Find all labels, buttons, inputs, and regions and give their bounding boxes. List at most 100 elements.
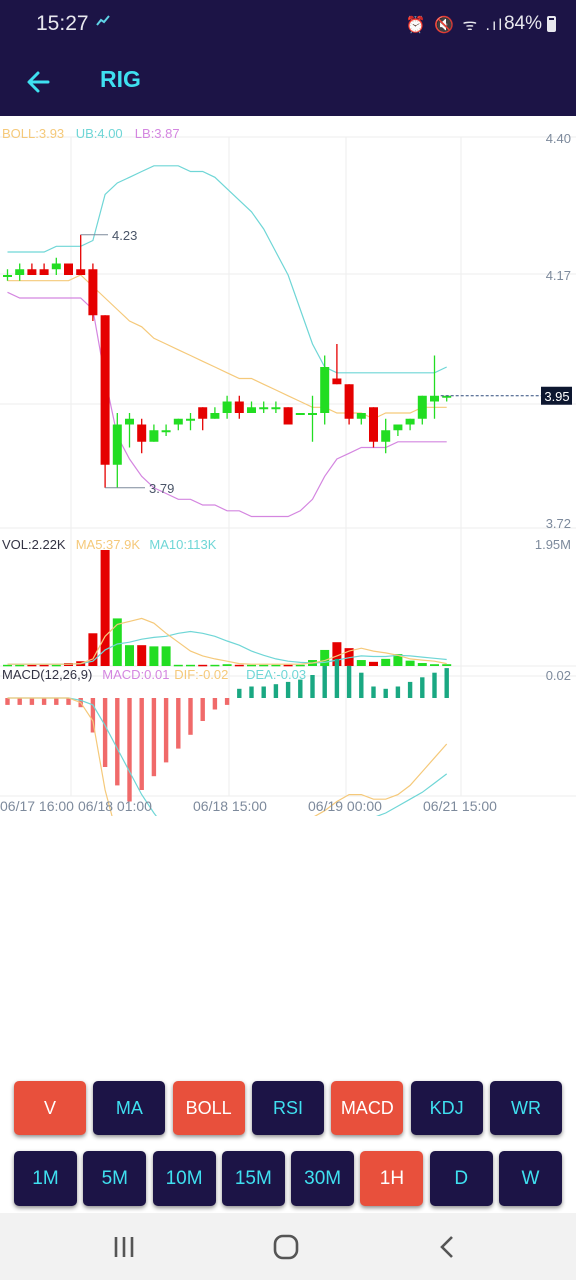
macd-histogram-bar bbox=[139, 698, 144, 790]
indicator-button-kdj[interactable]: KDJ bbox=[410, 1081, 483, 1135]
period-button-15m[interactable]: 15M bbox=[221, 1151, 285, 1206]
macd-histogram-bar bbox=[444, 668, 449, 698]
candle-body bbox=[332, 378, 342, 385]
arrow-left-icon bbox=[27, 71, 50, 93]
volume-bar bbox=[259, 664, 269, 667]
candle-body bbox=[222, 401, 232, 413]
macd-histogram-bar bbox=[200, 698, 205, 721]
period-button-10m[interactable]: 10M bbox=[152, 1151, 216, 1206]
nav-back-button[interactable] bbox=[428, 1229, 468, 1265]
macd-histogram-bar bbox=[285, 681, 291, 698]
macd-histogram-bar bbox=[371, 686, 376, 698]
period-button-1m[interactable]: 1M bbox=[14, 1151, 77, 1206]
macd-histogram-bar bbox=[102, 698, 108, 767]
volume-bar bbox=[15, 664, 25, 667]
candle-body bbox=[210, 413, 220, 419]
candle-body bbox=[27, 269, 37, 275]
candle-body bbox=[51, 263, 61, 270]
price-axis-label: 4.40 bbox=[546, 131, 571, 146]
macd-histogram-bar bbox=[310, 675, 315, 698]
candle-body bbox=[125, 418, 134, 425]
period-button-d[interactable]: D bbox=[429, 1151, 493, 1206]
volume-bar bbox=[125, 645, 134, 666]
macd-histogram-bar bbox=[346, 665, 352, 698]
boll-legend-item: BOLL:3.93 bbox=[2, 126, 64, 141]
time-axis-label: 06/19 00:00 bbox=[308, 798, 382, 814]
macd-dif-line bbox=[7, 697, 448, 816]
macd-panel: MACD(12,26,9) MACD:0.01 DIF:-0.02 DEA:-0.03 bbox=[2, 658, 449, 816]
candle-body bbox=[39, 269, 49, 275]
volume-bar bbox=[161, 646, 171, 666]
back-button[interactable] bbox=[20, 62, 60, 102]
period-button-w[interactable]: W bbox=[498, 1151, 562, 1206]
macd-histogram-bar bbox=[322, 665, 327, 698]
status-icons: ⏰ 🔇 ᯤ .ıl bbox=[405, 17, 504, 34]
macd-histogram-bar bbox=[41, 698, 47, 705]
macd-histogram-bar bbox=[5, 698, 10, 705]
volume-bar bbox=[173, 664, 183, 667]
macd-dea-line bbox=[7, 697, 448, 816]
volume-panel: VOL:2.22K MA5:37.9K MA10:113K 1.95M 0.02 bbox=[2, 537, 571, 683]
macd-histogram-bar bbox=[407, 681, 413, 698]
macd-histogram-bar bbox=[359, 672, 364, 698]
home-icon bbox=[273, 1234, 299, 1260]
recent-apps-button[interactable] bbox=[104, 1229, 144, 1265]
candle-body bbox=[295, 413, 305, 415]
vol-legend-item: MA10:113K bbox=[149, 537, 216, 552]
last-price-label: 3.95 bbox=[544, 389, 569, 404]
volume-bar bbox=[149, 646, 159, 666]
macd-histogram-bar bbox=[90, 698, 96, 733]
candle-body bbox=[271, 407, 281, 410]
volume-bar bbox=[344, 648, 354, 666]
battery-icon bbox=[547, 16, 556, 32]
indicator-button-rsi[interactable]: RSI bbox=[251, 1081, 324, 1135]
macd-histogram-bar bbox=[420, 677, 425, 698]
time-axis-label: 06/17 16:00 bbox=[0, 798, 74, 814]
last-price-tag bbox=[541, 386, 572, 405]
stock-chart[interactable]: BOLL:3.93 UB:4.00 LB:3.87 4.40 4.17 3.72 4.23 3… bbox=[0, 116, 576, 816]
indicator-button-wr[interactable]: WR bbox=[489, 1081, 562, 1135]
macd-histogram-bar bbox=[237, 688, 242, 698]
indicator-button-v[interactable]: V bbox=[14, 1081, 86, 1135]
volume-bar bbox=[210, 664, 220, 667]
volume-bar bbox=[137, 645, 147, 666]
vol-legend-item: MA5:37.9K bbox=[76, 537, 141, 552]
macd-histogram-bar bbox=[432, 672, 437, 698]
period-button-5m[interactable]: 5M bbox=[83, 1151, 147, 1206]
macd-histogram-bar bbox=[54, 698, 59, 705]
volume-axis-label: 1.95M bbox=[535, 537, 571, 552]
vol-legend-item: VOL:2.22K bbox=[2, 537, 66, 552]
period-button-1h[interactable]: 1H bbox=[360, 1151, 424, 1206]
macd-histogram-bar bbox=[395, 686, 401, 698]
candle-body bbox=[88, 269, 98, 316]
volume-bar bbox=[51, 664, 61, 667]
macd-histogram-bar bbox=[17, 698, 22, 705]
macd-legend-item: MACD:0.01 bbox=[102, 667, 169, 682]
indicator-button-macd[interactable]: MACD bbox=[331, 1081, 404, 1135]
candle-body bbox=[64, 263, 73, 275]
status-bar: 15:27 ⏰ 🔇 ᯤ .ıl 84% bbox=[0, 0, 576, 52]
home-button[interactable] bbox=[266, 1229, 306, 1265]
volume-bar bbox=[381, 658, 391, 666]
notification-icon bbox=[96, 14, 110, 30]
period-button-row: 1M 5M 10M 15M 30M 1H D W bbox=[0, 1151, 576, 1206]
candle-body bbox=[173, 418, 183, 425]
indicator-button-boll[interactable]: BOLL bbox=[172, 1081, 245, 1135]
macd-histogram-bar bbox=[29, 698, 35, 705]
time-axis-label: 06/21 15:00 bbox=[423, 798, 497, 814]
app-bar: RIG bbox=[0, 52, 576, 116]
recent-apps-icon bbox=[114, 1237, 134, 1257]
candle-body bbox=[344, 384, 354, 419]
macd-histogram-bar bbox=[188, 698, 193, 735]
candle-body bbox=[137, 424, 147, 442]
macd-legend-item: DIF:-0.02 bbox=[174, 667, 228, 682]
volume-ma10-line bbox=[7, 630, 447, 665]
boll-upper-band bbox=[7, 165, 447, 374]
period-button-30m[interactable]: 30M bbox=[291, 1151, 355, 1206]
system-nav-bar bbox=[0, 1213, 576, 1280]
macd-legend-item: MACD(12,26,9) bbox=[2, 667, 92, 682]
candle-body bbox=[15, 269, 25, 275]
volume-bar bbox=[198, 664, 208, 667]
indicator-button-ma[interactable]: MA bbox=[93, 1081, 166, 1135]
macd-histogram-bar bbox=[383, 688, 388, 698]
